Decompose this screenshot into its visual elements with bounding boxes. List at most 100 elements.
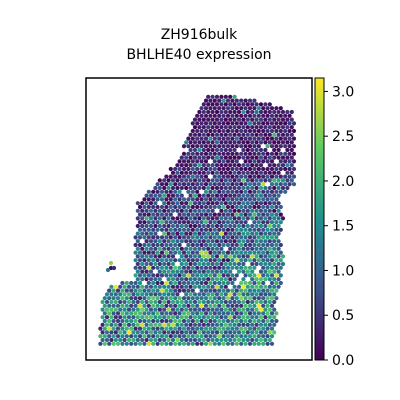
- expression-spot: [166, 299, 171, 305]
- expression-spot: [247, 318, 253, 324]
- expression-spot: [166, 315, 171, 320]
- expression-spot: [208, 227, 213, 232]
- expression-spot: [201, 246, 206, 251]
- expression-spot: [151, 197, 156, 202]
- expression-spot: [192, 155, 198, 160]
- expression-spot: [232, 102, 237, 107]
- expression-spot: [236, 216, 242, 221]
- expression-spot: [252, 121, 257, 126]
- expression-spot: [195, 296, 200, 301]
- expression-spot: [285, 125, 290, 130]
- expression-spot: [221, 159, 226, 164]
- expression-spot: [208, 166, 213, 172]
- expression-spot: [133, 265, 138, 270]
- expression-spot: [258, 269, 264, 274]
- expression-spot: [228, 246, 233, 251]
- expression-spot: [269, 288, 275, 293]
- expression-spot: [228, 147, 233, 153]
- expression-spot: [201, 185, 206, 191]
- expression-spot: [146, 296, 151, 301]
- expression-spot: [155, 318, 160, 324]
- expression-spot: [173, 174, 178, 179]
- expression-spot: [190, 159, 195, 164]
- expression-spot: [265, 220, 270, 225]
- expression-spot: [210, 330, 215, 335]
- expression-spot: [263, 254, 268, 259]
- expression-spot: [170, 231, 176, 236]
- expression-spot: [265, 197, 270, 202]
- expression-spot: [173, 334, 178, 339]
- expression-spot: [272, 155, 277, 160]
- expression-spot: [164, 296, 169, 301]
- expression-spot: [230, 151, 235, 156]
- expression-spot: [243, 197, 248, 202]
- expression-spot: [159, 341, 165, 346]
- expression-spot: [195, 242, 200, 248]
- expression-spot: [212, 318, 217, 324]
- expression-spot: [256, 197, 261, 202]
- expression-spot: [197, 155, 202, 160]
- expression-spot: [234, 296, 239, 301]
- expression-spot: [276, 239, 281, 244]
- expression-spot: [221, 166, 226, 172]
- expression-spot: [170, 208, 176, 213]
- expression-spot: [234, 326, 239, 331]
- expression-spot: [184, 254, 189, 259]
- expression-spot: [258, 109, 264, 115]
- expression-spot: [210, 193, 215, 198]
- expression-spot: [197, 261, 202, 267]
- expression-spot: [243, 189, 248, 194]
- expression-spot: [144, 330, 149, 335]
- expression-spot: [265, 212, 270, 217]
- expression-spot: [274, 121, 279, 126]
- expression-spot: [164, 273, 169, 278]
- expression-spot: [210, 201, 215, 206]
- expression-spot: [140, 216, 145, 221]
- expression-spot: [239, 121, 244, 126]
- expression-spot: [232, 277, 237, 282]
- expression-spot: [173, 227, 178, 232]
- expression-spot: [162, 292, 167, 297]
- expression-spot: [144, 223, 149, 229]
- expression-spot: [241, 178, 246, 183]
- expression-spot: [219, 102, 224, 107]
- expression-spot: [274, 311, 279, 316]
- expression-spot: [261, 182, 266, 187]
- expression-spot: [157, 178, 162, 183]
- expression-spot: [140, 284, 145, 289]
- expression-spot: [276, 261, 281, 267]
- expression-spot: [111, 288, 116, 293]
- expression-spot: [173, 311, 178, 316]
- expression-spot: [234, 174, 239, 179]
- expression-spot: [250, 132, 255, 137]
- expression-spot: [195, 128, 200, 134]
- expression-spot: [113, 330, 118, 335]
- expression-spot: [206, 170, 211, 175]
- expression-spot: [258, 125, 264, 130]
- expression-spot: [131, 337, 136, 343]
- expression-spot: [107, 334, 112, 339]
- expression-spot: [137, 288, 143, 293]
- expression-spot: [177, 189, 182, 194]
- expression-spot: [175, 170, 180, 175]
- expression-spot: [291, 121, 297, 126]
- expression-spot: [241, 117, 246, 122]
- expression-spot: [234, 227, 239, 232]
- expression-spot: [250, 239, 255, 244]
- expression-spot: [120, 280, 125, 286]
- expression-spot: [179, 201, 184, 206]
- expression-spot: [120, 303, 125, 308]
- expression-spot: [166, 284, 171, 289]
- expression-spot: [151, 296, 156, 301]
- expression-spot: [267, 299, 272, 305]
- expression-spot: [272, 193, 277, 198]
- expression-spot: [256, 235, 261, 240]
- expression-spot: [170, 269, 176, 274]
- expression-spot: [261, 303, 266, 308]
- expression-spot: [159, 273, 165, 278]
- expression-spot: [164, 235, 169, 240]
- expression-spot: [181, 326, 187, 331]
- expression-spot: [219, 117, 224, 122]
- expression-spot: [210, 94, 215, 99]
- expression-spot: [212, 227, 217, 232]
